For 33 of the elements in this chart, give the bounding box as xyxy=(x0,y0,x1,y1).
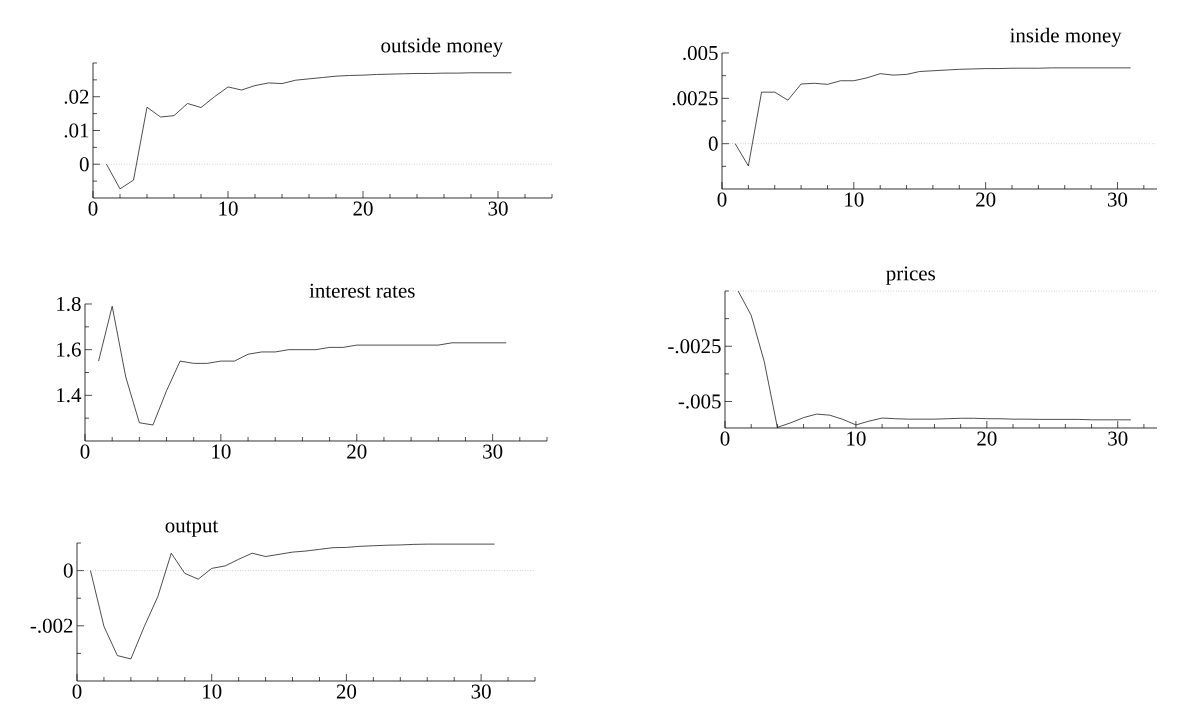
y-tick-label: 0 xyxy=(79,157,89,172)
x-tick-label: 30 xyxy=(471,684,491,699)
chart-title: interest rates xyxy=(309,283,415,298)
x-tick-label: 10 xyxy=(212,444,231,459)
y-tick-label: .005 xyxy=(683,45,718,61)
y-tick-label: .0025 xyxy=(672,91,718,106)
y-tick-label: -.0025 xyxy=(668,339,721,354)
x-tick-label: 20 xyxy=(347,444,367,459)
x-tick-label: 10 xyxy=(219,201,238,216)
y-tick-label: 0 xyxy=(708,136,718,151)
x-tick-label: 30 xyxy=(1108,431,1128,446)
y-tick-label: -.005 xyxy=(678,394,721,409)
x-tick-label: 20 xyxy=(977,431,997,446)
x-tick-label: 30 xyxy=(483,444,503,459)
y-tick-label: -.002 xyxy=(30,618,73,633)
x-tick-label: 20 xyxy=(336,684,357,699)
x-tick-label: 10 xyxy=(847,431,866,446)
y-tick-label: .02 xyxy=(64,89,89,104)
y-tick-label: 0 xyxy=(63,563,73,578)
y-tick-label: 1.6 xyxy=(57,342,81,357)
chart-title: prices xyxy=(886,266,935,285)
chart-title: output xyxy=(165,520,219,537)
x-tick-label: 20 xyxy=(353,201,373,216)
y-tick-label: 1.8 xyxy=(57,296,81,312)
x-tick-label: 30 xyxy=(488,201,508,216)
chart-title: inside money xyxy=(1010,27,1122,47)
x-tick-label: 30 xyxy=(1108,192,1128,207)
chart-title: outside money xyxy=(381,37,504,57)
x-tick-label: 10 xyxy=(845,192,864,207)
y-tick-label: .01 xyxy=(64,123,89,138)
x-tick-label: 20 xyxy=(976,192,996,207)
x-tick-label: 10 xyxy=(203,684,222,699)
y-tick-label: 1.4 xyxy=(57,388,82,403)
